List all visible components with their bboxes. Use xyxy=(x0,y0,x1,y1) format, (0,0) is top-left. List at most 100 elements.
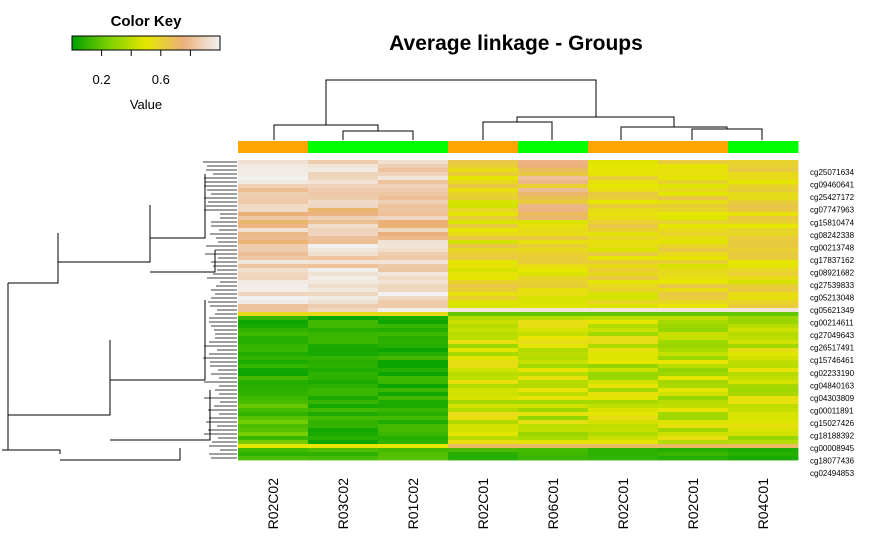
heatmap-cell xyxy=(308,356,379,361)
heatmap-cell xyxy=(658,164,729,169)
heatmap-cell xyxy=(728,456,799,461)
heatmap-cell xyxy=(658,264,729,269)
heatmap-cell xyxy=(308,284,379,289)
heatmap-cell xyxy=(588,292,659,297)
heatmap-cell xyxy=(238,400,309,405)
heatmap-cell xyxy=(378,444,449,449)
heatmap-cell xyxy=(378,360,449,365)
heatmap-cell xyxy=(588,368,659,373)
heatmap-cell xyxy=(518,216,589,221)
heatmap-cell xyxy=(308,220,379,225)
heatmap-cell xyxy=(448,260,519,265)
heatmap-cell xyxy=(308,424,379,429)
heatmap-cell xyxy=(448,368,519,373)
heatmap-cell xyxy=(658,416,729,421)
heatmap-cell xyxy=(308,456,379,461)
heatmap-cell xyxy=(448,424,519,429)
heatmap-cell xyxy=(518,260,589,265)
heatmap-cell xyxy=(728,360,799,365)
column-label: R06C01 xyxy=(545,478,561,530)
heatmap-cell xyxy=(238,392,309,397)
heatmap-cell xyxy=(238,388,309,393)
row-label: cg05621349 xyxy=(810,306,855,315)
heatmap-cell xyxy=(518,296,589,301)
heatmap-cell xyxy=(448,300,519,305)
heatmap-cell xyxy=(518,388,589,393)
heatmap-cell xyxy=(308,308,379,313)
heatmap-cell xyxy=(728,432,799,437)
heatmap-cell xyxy=(308,428,379,433)
heatmap-cell xyxy=(448,208,519,213)
heatmap-cell xyxy=(308,316,379,321)
heatmap-cell xyxy=(518,208,589,213)
heatmap-cell xyxy=(658,432,729,437)
heatmap-cell xyxy=(378,248,449,253)
heatmap-cell xyxy=(588,380,659,385)
heatmap-cell xyxy=(448,304,519,309)
heatmap-cell xyxy=(588,376,659,381)
heatmap-cell xyxy=(588,412,659,417)
heatmap-cell xyxy=(588,344,659,349)
heatmap-cell xyxy=(728,164,799,169)
heatmap-cell xyxy=(378,244,449,249)
heatmap-cell xyxy=(728,232,799,237)
heatmap-cell xyxy=(378,308,449,313)
heatmap-cell xyxy=(308,372,379,377)
heatmap-cell xyxy=(658,196,729,201)
row-label: cg15027426 xyxy=(810,419,855,428)
heatmap-cell xyxy=(238,176,309,181)
heatmap-cell xyxy=(238,304,309,309)
heatmap-cell xyxy=(308,176,379,181)
heatmap-cell xyxy=(448,456,519,461)
row-label: cg27049643 xyxy=(810,331,855,340)
heatmap-cell xyxy=(518,176,589,181)
heatmap-cell xyxy=(238,172,309,177)
column-label: R02C01 xyxy=(685,478,701,530)
heatmap-cell xyxy=(728,296,799,301)
heatmap-cell xyxy=(588,264,659,269)
heatmap-cell xyxy=(308,232,379,237)
heatmap-cell xyxy=(238,384,309,389)
heatmap-cell xyxy=(658,200,729,205)
heatmap-cell xyxy=(588,168,659,173)
heatmap-cell xyxy=(518,420,589,425)
heatmap-cell xyxy=(728,392,799,397)
heatmap-cell xyxy=(658,316,729,321)
heatmap-cell xyxy=(238,456,309,461)
heatmap-cell xyxy=(588,280,659,285)
heatmap-cell xyxy=(728,420,799,425)
heatmap-cell xyxy=(588,272,659,277)
heatmap-cell xyxy=(658,228,729,233)
heatmap-cell xyxy=(588,416,659,421)
heatmap-cell xyxy=(658,368,729,373)
heatmap-cell xyxy=(238,396,309,401)
heatmap-cell xyxy=(378,320,449,325)
heatmap-cell xyxy=(658,384,729,389)
heatmap-cell xyxy=(518,328,589,333)
heatmap-cell xyxy=(728,372,799,377)
heatmap-cell xyxy=(658,304,729,309)
row-label: cg08242338 xyxy=(810,231,855,240)
heatmap-cell xyxy=(658,236,729,241)
group-bar-cell xyxy=(728,141,799,153)
heatmap-cell xyxy=(238,364,309,369)
heatmap-cell xyxy=(378,380,449,385)
heatmap-cell xyxy=(238,324,309,329)
heatmap-cell xyxy=(448,296,519,301)
heatmap-cell xyxy=(518,452,589,457)
heatmap-cell xyxy=(518,380,589,385)
heatmap-cell xyxy=(728,172,799,177)
heatmap-cell xyxy=(728,332,799,337)
group-color-bar xyxy=(238,141,799,153)
heatmap-cell xyxy=(378,396,449,401)
heatmap-cell xyxy=(378,428,449,433)
heatmap-cell xyxy=(728,424,799,429)
heatmap-cell xyxy=(518,320,589,325)
heatmap-cell xyxy=(378,312,449,317)
heatmap-cell xyxy=(588,212,659,217)
heatmap-cell xyxy=(658,288,729,293)
heatmap-cell xyxy=(308,300,379,305)
heatmap-cell xyxy=(728,196,799,201)
heatmap-cell xyxy=(238,336,309,341)
heatmap-cell xyxy=(518,400,589,405)
